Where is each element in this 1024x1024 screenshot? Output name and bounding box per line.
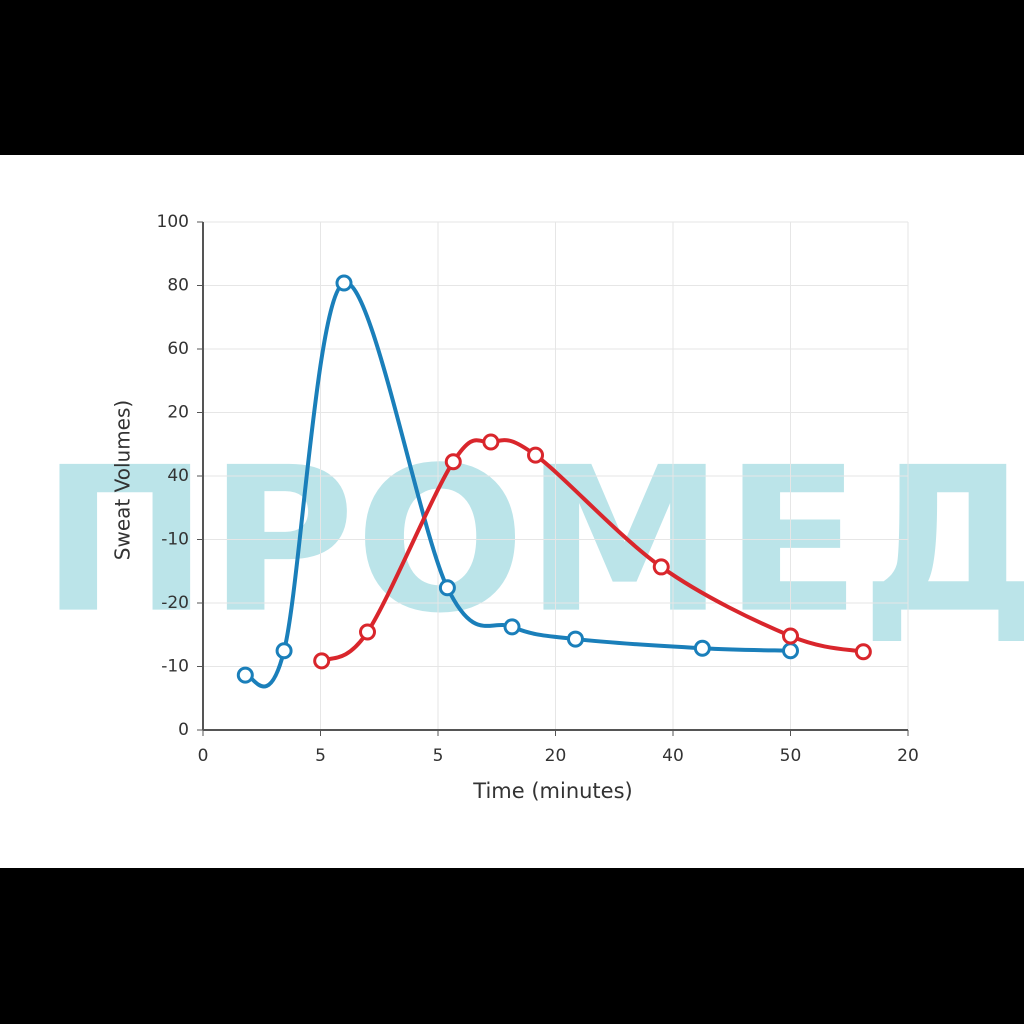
x-tick-label: 50 [780,746,802,766]
y-axis-label: Sweat Volumes) [111,400,135,560]
point [438,579,456,597]
point [482,433,500,451]
point [566,630,584,648]
y-tick-label: 100 [157,212,189,232]
point [313,652,331,670]
y-tick-label: 60 [167,339,189,359]
x-tick-label: 20 [545,746,567,766]
y-tick-label: -10 [161,530,189,550]
x-tick-label: 5 [315,746,326,766]
x-tick-label: 20 [897,746,919,766]
y-tick-label: 20 [167,403,189,423]
watermark: ПРОМЕД [41,425,1024,658]
point [335,274,353,292]
point [527,446,545,464]
point [275,642,293,660]
point [359,623,376,641]
point [652,558,670,576]
x-tick-label: 5 [433,746,444,766]
y-tick-label: 0 [178,720,189,740]
line [244,280,791,689]
x-tick-label: 40 [662,746,684,766]
x-tick-label: 0 [198,746,209,766]
point [782,627,799,645]
y-tick-label: -20 [161,593,189,613]
line [320,438,864,663]
point [236,666,254,684]
x-axis-label: Time (minutes) [472,779,632,803]
point [503,618,521,636]
point [693,639,711,657]
y-tick-label: 40 [167,466,189,486]
background [0,155,1024,868]
y-tick-label: -10 [161,657,189,677]
y-tick-label: 80 [167,276,189,296]
point [782,642,799,660]
point [444,453,462,471]
point [854,643,872,661]
